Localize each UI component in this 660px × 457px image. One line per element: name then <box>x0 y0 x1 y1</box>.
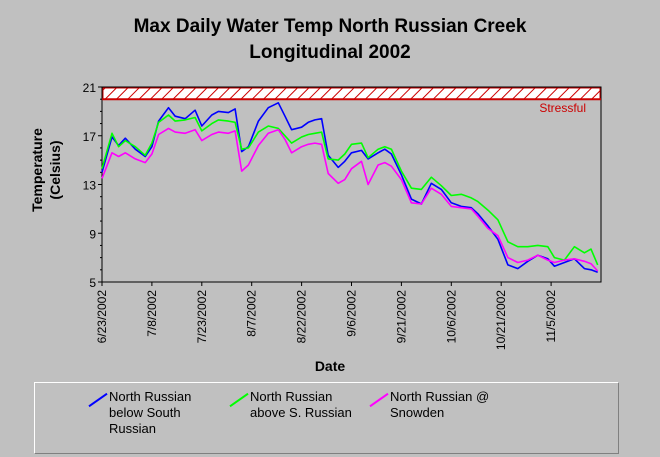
y-tick-label: 21 <box>83 81 97 95</box>
x-tick-label: 8/22/2002 <box>295 290 309 344</box>
y-tick-label: 5 <box>89 276 96 290</box>
x-tick-label: 6/23/2002 <box>95 290 109 344</box>
legend-swatch-green <box>229 392 249 408</box>
x-tick-label: 9/6/2002 <box>345 290 359 337</box>
legend-swatch-blue <box>88 392 108 408</box>
x-tick-label: 11/5/2002 <box>544 290 558 343</box>
axes: 5 9 13 17 21 6/23/2002 7/8/2002 7/23/2002 8/7/20… <box>83 81 558 350</box>
x-tick-label: 10/21/2002 <box>494 290 508 350</box>
series-line-3 <box>101 127 599 272</box>
legend-label-line1: North Russian @ <box>390 389 490 404</box>
legend-swatch-magenta <box>369 392 389 408</box>
chart-title: Max Daily Water Temp North Russian Creek… <box>0 14 660 66</box>
chart-title-line2: Longitudinal 2002 <box>249 42 411 63</box>
series-line-2 <box>101 114 599 266</box>
series-lines <box>101 102 599 274</box>
x-axis-label: Date <box>314 358 346 374</box>
legend-label-line2: Snowden <box>390 405 445 420</box>
legend-label-line2: above S. Russian <box>250 405 352 420</box>
chart-title-line1: Max Daily Water Temp North Russian Creek <box>133 16 527 37</box>
legend-label-line2: below South <box>109 405 181 420</box>
y-tick-label: 13 <box>83 179 97 193</box>
series-line-1 <box>101 102 598 274</box>
x-tick-label: 7/23/2002 <box>195 290 209 344</box>
legend: North Russian below South Russian North … <box>34 382 619 454</box>
x-tick-label: 7/8/2002 <box>145 290 159 337</box>
y-axis-label-line2: (Celsius) <box>47 140 63 200</box>
y-tick-label: 17 <box>83 130 97 144</box>
x-tick-label: 10/6/2002 <box>444 290 458 344</box>
y-tick-label: 9 <box>89 227 96 241</box>
legend-label-line3: Russian <box>109 421 156 436</box>
threshold-hatch <box>102 87 601 100</box>
y-axis-label-line1: Temperature <box>29 128 45 212</box>
x-tick-label: 8/7/2002 <box>245 290 259 337</box>
legend-label-line1: North Russian <box>250 389 333 404</box>
x-tick-label: 9/21/2002 <box>394 290 408 344</box>
legend-label-line1: North Russian <box>109 389 192 404</box>
threshold-label: Stressful <box>539 101 586 115</box>
threshold-band: Stressful <box>102 87 601 115</box>
y-axis-label: Temperature (Celsius) <box>28 128 64 212</box>
